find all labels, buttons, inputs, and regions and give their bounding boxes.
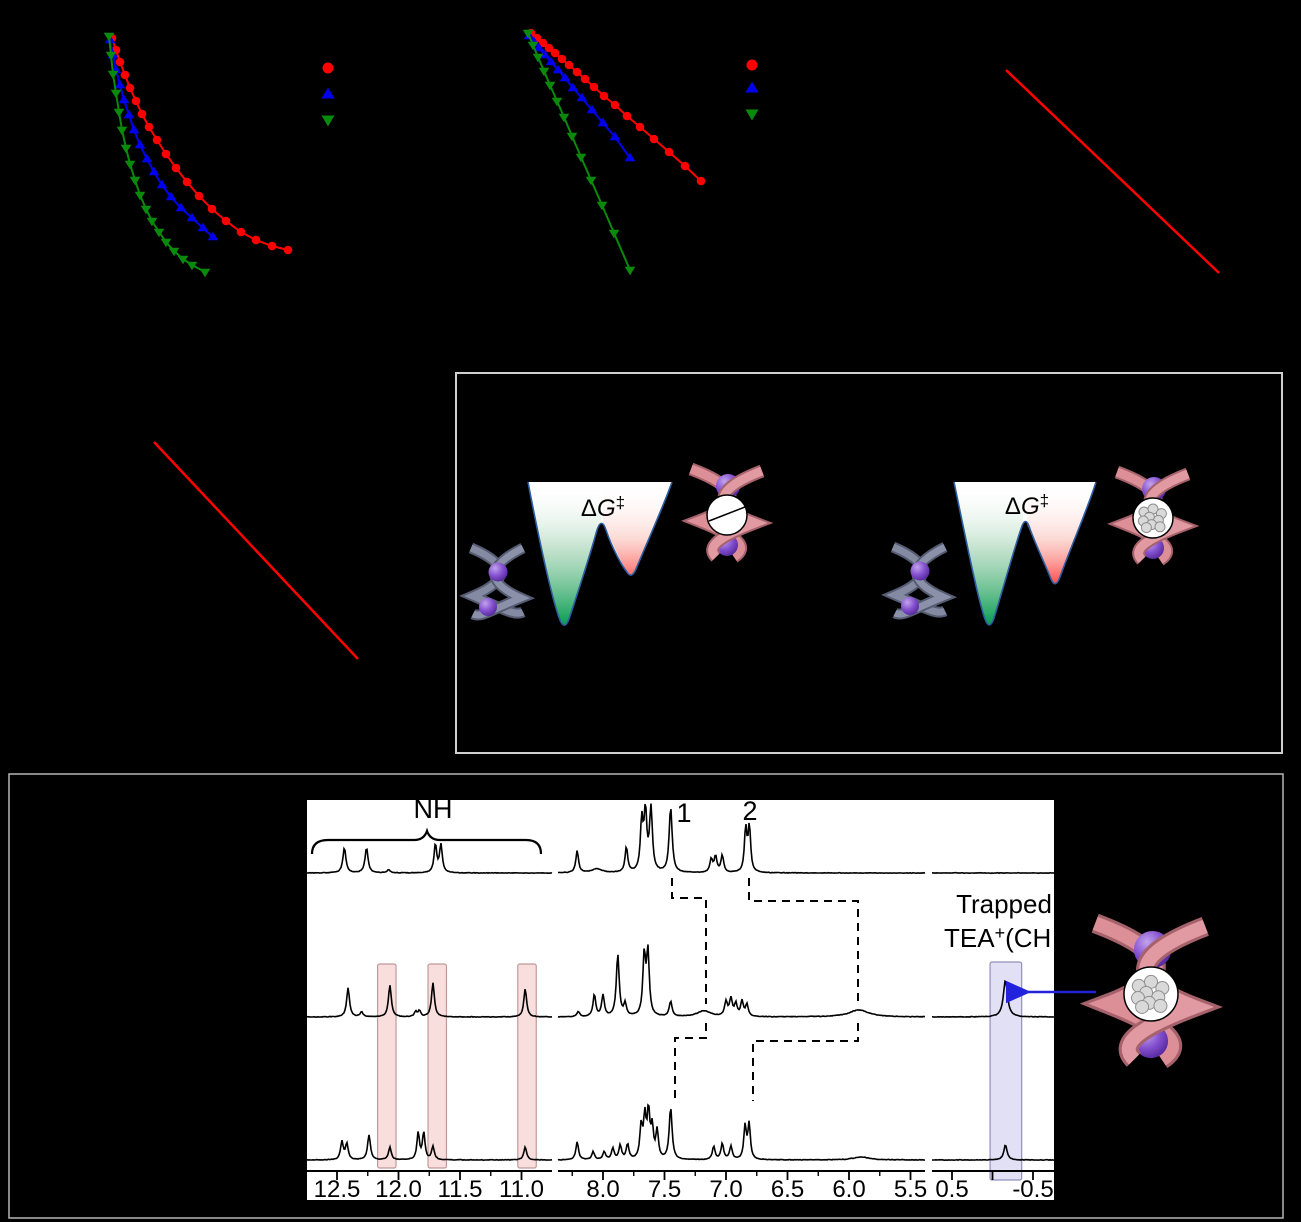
nmr-trace-middle-upfield <box>932 979 1055 1019</box>
axis-tick-label: 11.5 <box>438 1176 483 1203</box>
well-outline <box>527 481 673 626</box>
fit-line-red <box>153 441 359 660</box>
panel-red-line-middle-left <box>153 441 359 660</box>
energy-diagram-left: ΔG‡ <box>471 469 762 626</box>
well-right-lobe-red <box>1027 482 1096 584</box>
axis-tick-label: -0.5 <box>1012 1176 1053 1203</box>
nmr-trace-middle-aromatic <box>557 944 925 1018</box>
peak2-label: 2 <box>742 796 757 826</box>
shift-connector-dashed <box>748 878 859 1004</box>
shift-connector-dashed <box>752 1023 859 1101</box>
panel-ln-decay-plot <box>522 28 759 276</box>
nmr-trace-top-upfield <box>931 871 1055 875</box>
axis-tick-label: 6.5 <box>771 1176 804 1203</box>
nmr-panel: 12.5 12.0 11.5 11.0 8.0 7.5 7.0 6.5 6.0 5.5 0.5 -0.… <box>8 773 1284 1219</box>
delta-g-label-left: ΔG‡ <box>581 493 625 522</box>
nmr-trace-middle-nh <box>306 982 552 1019</box>
axis-tick-label: 5.5 <box>894 1176 927 1203</box>
mechanism-box: ΔG‡ ΔG‡ <box>455 372 1283 754</box>
blue-highlight-box <box>989 961 1023 1181</box>
delta-g-label-right: ΔG‡ <box>1005 491 1049 520</box>
nmr-trace-bottom-upfield <box>931 1144 1055 1162</box>
nh-label: NH <box>414 794 453 824</box>
nmr-outer-border <box>8 773 1284 1219</box>
nmr-trace-top-aromatic <box>557 803 926 875</box>
axis-tick-label: 8.0 <box>586 1176 619 1203</box>
shift-connector-dashed <box>674 1023 707 1101</box>
panel-decay-curves <box>103 32 335 278</box>
panel-red-line-top-right <box>1005 69 1220 274</box>
axis-tick-label: 11.0 <box>499 1176 544 1203</box>
nmr-trace-top-nh <box>306 842 553 875</box>
nmr-trace-bottom-nh <box>306 1131 553 1162</box>
unfolded-helix-icon <box>471 548 523 616</box>
axis-tick-label: 12.5 <box>314 1176 361 1203</box>
peak1-label: 1 <box>676 798 691 828</box>
axis-tick-label: 12.0 <box>375 1176 422 1203</box>
axis-tick-label: 6.0 <box>832 1176 865 1203</box>
trapped-label-line2: TEA+(CH <box>944 923 1051 953</box>
nmr-trace-bottom-aromatic <box>557 1103 926 1161</box>
axis-tick-label: 7.0 <box>709 1176 742 1203</box>
trapped-guest-icon <box>1132 497 1174 539</box>
pink-highlight-box <box>376 963 397 1169</box>
energy-diagram-right: ΔG‡ <box>893 472 1188 626</box>
well-left-lobe-green <box>528 482 601 626</box>
nh-bracket <box>310 827 543 855</box>
well-outline <box>953 481 1097 626</box>
fit-line-series-blue <box>109 39 214 238</box>
trapped-label-line1: Trapped <box>956 889 1052 919</box>
axis-tick-label: 7.5 <box>648 1176 681 1203</box>
well-left-lobe-green <box>954 482 1023 625</box>
fit-line-red <box>1005 69 1220 274</box>
well-right-lobe-red <box>603 482 672 576</box>
mechanism-box-border <box>455 372 1283 754</box>
trapped-guest-icon-large <box>1123 966 1179 1022</box>
nmr-chemical-shift-axis: 12.5 12.0 11.5 11.0 8.0 7.5 7.0 6.5 6.0 5.5 0.5 -0.… <box>307 1170 1054 1203</box>
unfolded-helix-icon <box>893 547 945 615</box>
empty-cavity-icon <box>706 494 748 536</box>
axis-tick-label: 0.5 <box>935 1176 968 1203</box>
nmr-spectra-traces <box>306 803 1055 1162</box>
pink-highlight-box <box>427 963 448 1169</box>
pink-highlight-box <box>517 963 537 1169</box>
peak-shift-connectors <box>671 878 859 1101</box>
